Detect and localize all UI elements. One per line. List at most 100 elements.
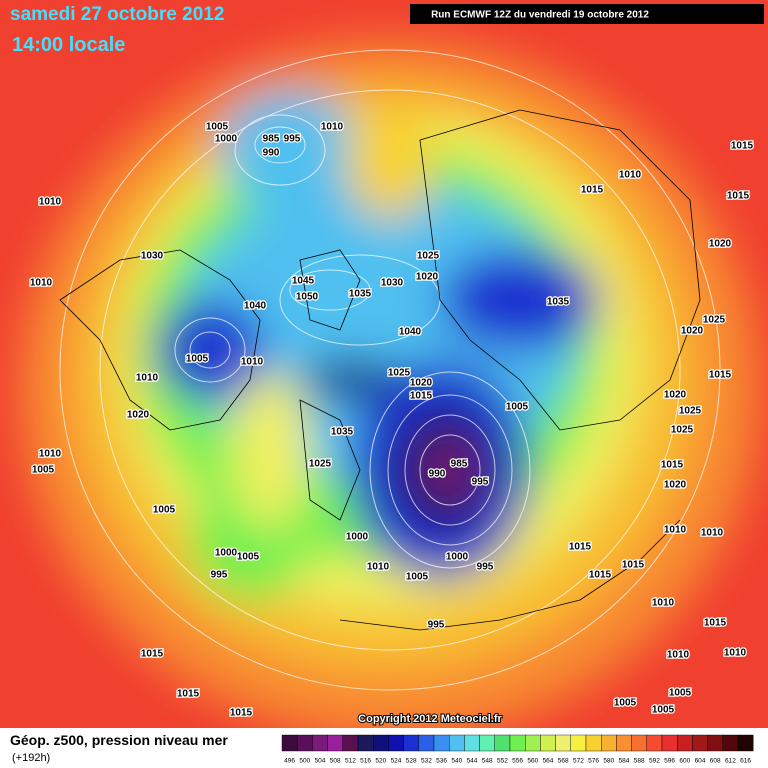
isobar-label: 1025 <box>388 368 411 379</box>
legend-swatch <box>525 734 541 752</box>
isobar-label: 1015 <box>230 708 253 719</box>
isobar-label: 1020 <box>681 326 704 337</box>
legend-label: 528 <box>406 758 417 765</box>
isobar-label: 1010 <box>241 357 264 368</box>
legend-swatch <box>616 734 632 752</box>
isobar-label: 1020 <box>664 480 687 491</box>
isobar-label: 1005 <box>237 552 260 563</box>
isobar-label: 1015 <box>704 618 727 629</box>
isobar-label: 1005 <box>406 572 429 583</box>
legend-swatch <box>403 734 420 752</box>
isobar-label: 1000 <box>215 548 238 559</box>
isobar-label: 1015 <box>177 689 200 700</box>
coastlines <box>59 109 701 631</box>
legend-label: 596 <box>664 758 675 765</box>
isobar-label: 1040 <box>244 301 267 312</box>
legend-label: 580 <box>603 758 614 765</box>
isobar-label: 1000 <box>215 134 238 145</box>
legend-swatch <box>281 734 298 752</box>
isobar-label: 995 <box>284 134 301 145</box>
isobar-label: 1020 <box>416 272 439 283</box>
isobar-label: 1010 <box>652 598 675 609</box>
legend-label: 616 <box>740 758 751 765</box>
legend-label: 552 <box>497 758 508 765</box>
isobar-label: 1010 <box>39 449 62 460</box>
legend-label: 604 <box>695 758 706 765</box>
isobar-label: 1005 <box>652 705 675 716</box>
isobar-label: 1015 <box>727 191 750 202</box>
legend-swatch <box>464 734 480 752</box>
isobar-label: 1020 <box>410 378 433 389</box>
legend-swatch <box>327 734 344 752</box>
legend-label: 608 <box>710 758 721 765</box>
isobar-label: 995 <box>472 477 489 488</box>
isobar-label: 995 <box>428 620 445 631</box>
isobar-label: 1010 <box>664 525 687 536</box>
legend-label: 612 <box>725 758 736 765</box>
legend-swatch <box>585 734 602 752</box>
isobar-label: 1020 <box>127 410 150 421</box>
legend-swatch <box>646 734 663 752</box>
isobar-label: 1010 <box>619 170 642 181</box>
legend-label: 520 <box>375 758 386 765</box>
legend-label: 564 <box>543 758 554 765</box>
legend-swatch <box>677 734 693 752</box>
isobar-label: 985 <box>451 459 468 470</box>
isobar-label: 1015 <box>141 649 164 660</box>
isobar-label: 1015 <box>569 542 592 553</box>
legend-label: 516 <box>360 758 371 765</box>
legend-swatch <box>357 734 374 752</box>
legend-swatch <box>418 734 435 752</box>
legend-label: 524 <box>391 758 402 765</box>
legend-swatch <box>707 734 723 752</box>
isobar-label: 1030 <box>141 251 164 262</box>
isobar-label: 1010 <box>321 122 344 133</box>
legend-swatch <box>433 734 450 752</box>
legend-label: 572 <box>573 758 584 765</box>
legend-swatch <box>479 734 496 752</box>
legend-label: 508 <box>330 758 341 765</box>
legend-title: Géop. z500, pression niveau mer <box>10 732 228 748</box>
isobar-label: 1025 <box>417 251 440 262</box>
legend-label: 560 <box>527 758 538 765</box>
isobar-label: 1015 <box>589 570 612 581</box>
isobar-label: 1025 <box>671 425 694 436</box>
run-info: Run ECMWF 12Z du vendredi 19 octobre 201… <box>431 10 649 21</box>
isobar-label: 1010 <box>724 648 747 659</box>
lead-time: (+192h) <box>12 752 50 764</box>
isobar-label: 1005 <box>506 402 529 413</box>
isobar-label: 1010 <box>667 650 690 661</box>
legend-swatch <box>555 734 571 752</box>
legend-label: 540 <box>451 758 462 765</box>
isobar-label: 1015 <box>581 185 604 196</box>
legend-label: 500 <box>299 758 310 765</box>
isobar-label: 1005 <box>614 698 637 709</box>
legend-label: 504 <box>315 758 326 765</box>
isobar-label: 1045 <box>292 276 315 287</box>
legend-swatch <box>722 734 739 752</box>
legend-swatch <box>388 734 404 752</box>
legend-swatch <box>373 734 389 752</box>
legend-swatch <box>509 734 526 752</box>
isobar-label: 1010 <box>39 197 62 208</box>
copyright: Copyright 2012 Meteociel.fr <box>358 713 502 725</box>
isobar-label: 1050 <box>296 292 319 303</box>
isobar-label: 995 <box>477 562 494 573</box>
isobar-label: 1015 <box>661 460 684 471</box>
legend-swatch <box>631 734 647 752</box>
legend-label: 496 <box>284 758 295 765</box>
legend-swatch <box>297 734 313 752</box>
isobar-label: 1035 <box>349 289 372 300</box>
isobar-label: 1040 <box>399 327 422 338</box>
isobar-label: 1025 <box>309 459 332 470</box>
legend-swatch <box>312 734 328 752</box>
isobar-label: 1030 <box>381 278 404 289</box>
isobar-label: 1020 <box>664 390 687 401</box>
isobar-label: 1015 <box>410 391 433 402</box>
legend-label: 536 <box>436 758 447 765</box>
legend-label: 544 <box>467 758 478 765</box>
legend-label: 512 <box>345 758 356 765</box>
date: samedi 27 octobre 2012 <box>10 4 224 25</box>
